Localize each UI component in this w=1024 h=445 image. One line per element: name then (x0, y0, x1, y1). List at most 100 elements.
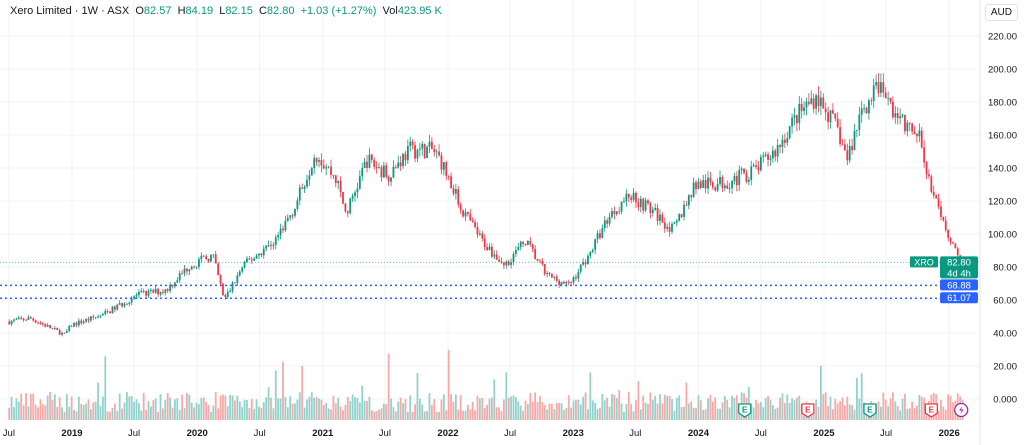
candle-body (683, 204, 685, 217)
candle-body (570, 281, 573, 283)
candle-body (476, 227, 479, 235)
candle-body (892, 101, 894, 118)
candle-body (8, 321, 11, 325)
volume-bar (447, 349, 450, 420)
volume-bar (258, 406, 260, 420)
volume-bar (668, 395, 671, 420)
candle-body (205, 256, 208, 259)
earnings-icon[interactable]: E (738, 403, 752, 418)
candle-body (918, 130, 921, 137)
volume-bar (896, 406, 899, 420)
dividend-flash-icon[interactable] (954, 402, 969, 418)
volume-bar (195, 402, 198, 420)
candle-body (728, 188, 731, 189)
symbol-name[interactable]: Xero Limited (10, 5, 72, 17)
volume-bar (685, 382, 688, 420)
candle-body (260, 253, 263, 256)
volume-bar (53, 394, 56, 420)
candle-body (771, 150, 774, 159)
volume-bar (659, 394, 661, 420)
volume-bar (87, 399, 90, 420)
candle-body (671, 223, 673, 232)
candle-body (409, 141, 412, 147)
candle-body (733, 176, 736, 181)
volume-bar (82, 404, 85, 420)
candle-body (327, 166, 330, 168)
candle-body (690, 195, 693, 197)
volume-bar (212, 405, 215, 420)
volume-bar (27, 406, 30, 420)
volume-bar (949, 395, 952, 420)
candle-body (834, 113, 837, 119)
volume-bar (887, 406, 890, 420)
candle-body (392, 166, 395, 178)
candle-body (704, 180, 707, 189)
candle-body (366, 161, 368, 168)
volume-bar (370, 410, 373, 420)
earnings-icon[interactable]: E (863, 403, 877, 418)
candle-body (346, 211, 349, 214)
candle-body (779, 145, 781, 147)
candle-body (452, 188, 455, 194)
volume-bar (831, 409, 834, 420)
candle-body (644, 200, 647, 211)
earnings-icon[interactable]: E (924, 403, 938, 418)
candle-body (22, 318, 25, 320)
candle-body (623, 201, 625, 202)
candle-body (493, 254, 496, 257)
candle-body (810, 98, 813, 104)
candle-body (246, 258, 248, 262)
volume-bar (920, 396, 923, 420)
price-label-box (940, 292, 978, 304)
volume-bar (462, 411, 464, 420)
volume-bar (565, 407, 568, 420)
volume-bar (911, 401, 914, 420)
volume-bar (853, 409, 856, 420)
candle-body (354, 192, 356, 196)
volume-bar (207, 405, 210, 420)
candle-body (856, 129, 858, 131)
candle-body (822, 97, 825, 109)
price-label: 82.80 (947, 257, 971, 268)
volume-bar (711, 401, 714, 420)
candle-body (599, 233, 601, 238)
volume-bar (649, 392, 652, 420)
candle-body (272, 244, 275, 246)
volume-bar (346, 396, 349, 420)
volume-bar (454, 394, 457, 420)
candle-body (522, 241, 525, 244)
earnings-icon[interactable]: E (801, 403, 815, 418)
volume-bar (392, 407, 395, 420)
volume-bar (704, 409, 707, 420)
candle-body (454, 189, 457, 194)
candle-body (56, 327, 59, 330)
volume-bar (162, 408, 164, 420)
candle-body (649, 203, 652, 213)
close-label: C (258, 5, 267, 17)
currency-button[interactable]: AUD (984, 4, 1018, 21)
candle-body (241, 267, 244, 272)
volume-bar (274, 370, 277, 420)
volume-bar (404, 399, 407, 420)
volume-bar (493, 379, 496, 420)
volume-bar (294, 403, 296, 420)
volume-bar (474, 410, 476, 420)
volume-bar (918, 394, 921, 420)
candle-body (140, 290, 143, 292)
volume-bar (776, 407, 779, 420)
volume-bar (515, 397, 517, 420)
volume-bar (721, 402, 724, 420)
volume-bar (834, 398, 837, 420)
volume-bar (298, 392, 301, 420)
volume-bar (354, 397, 356, 420)
volume-bar (231, 395, 234, 420)
volume-bar (411, 411, 414, 420)
candle-body (423, 144, 426, 159)
x-tick-label: 2024 (688, 428, 710, 439)
volume-bar (553, 409, 556, 420)
volume-bar (563, 409, 565, 420)
candle-body (382, 165, 385, 178)
candle-body (558, 280, 561, 285)
volume-bar (788, 402, 791, 420)
